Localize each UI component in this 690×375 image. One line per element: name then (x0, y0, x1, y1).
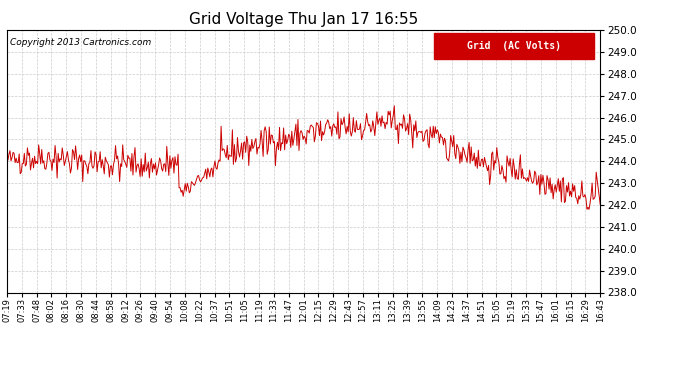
Bar (434, 33, 594, 59)
Title: Grid Voltage Thu Jan 17 16:55: Grid Voltage Thu Jan 17 16:55 (189, 12, 418, 27)
Text: Grid  (AC Volts): Grid (AC Volts) (467, 41, 561, 51)
Text: Copyright 2013 Cartronics.com: Copyright 2013 Cartronics.com (10, 38, 151, 47)
